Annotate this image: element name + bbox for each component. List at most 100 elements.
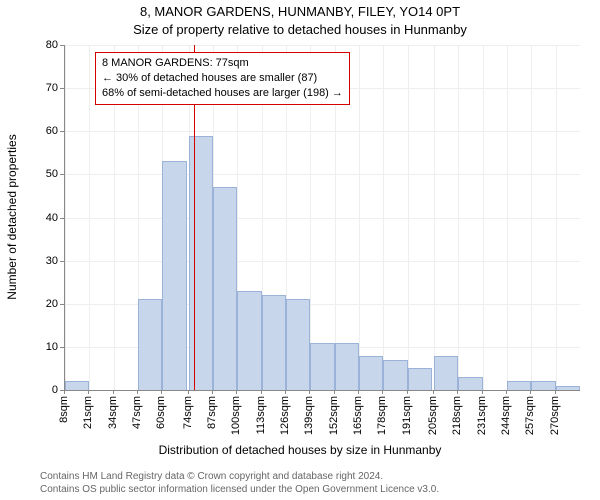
annotation-line-1: 8 MANOR GARDENS: 77sqm [102,56,343,71]
xtick-mark [407,390,408,394]
gridline-horizontal [65,261,580,262]
ytick-mark [60,261,64,262]
xtick-label: 178sqm [376,396,388,435]
gridline-horizontal [65,218,580,219]
gridline-vertical [359,45,360,390]
xtick-mark [555,390,556,394]
xtick-label: 205sqm [427,396,439,435]
xtick-mark [309,390,310,394]
xtick-mark [382,390,383,394]
gridline-vertical [483,45,484,390]
histogram-bar [237,291,261,390]
gridline-vertical [383,45,384,390]
histogram-bar [335,343,359,390]
ytick-label: 80 [18,39,58,51]
xtick-label: 8sqm [58,396,70,423]
xtick-label: 139sqm [303,396,315,435]
histogram-bar [359,356,383,391]
ytick-label: 0 [18,384,58,396]
ytick-label: 70 [18,82,58,94]
xtick-mark [88,390,89,394]
ytick-label: 10 [18,341,58,353]
xtick-label: 34sqm [107,396,119,429]
xtick-label: 21sqm [82,396,94,429]
xtick-mark [506,390,507,394]
gridline-vertical [531,45,532,390]
xtick-label: 74sqm [182,396,194,429]
xtick-mark [236,390,237,394]
ytick-label: 30 [18,255,58,267]
histogram-bar [162,161,186,390]
annotation-line-3: 68% of semi-detached houses are larger (… [102,86,343,101]
xtick-mark [433,390,434,394]
xtick-mark [113,390,114,394]
ytick-mark [60,347,64,348]
ytick-mark [60,304,64,305]
xtick-label: 60sqm [155,396,167,429]
ytick-label: 40 [18,212,58,224]
gridline-vertical [89,45,90,390]
xtick-mark [334,390,335,394]
xtick-label: 244sqm [500,396,512,435]
ytick-label: 50 [18,168,58,180]
ytick-mark [60,218,64,219]
xtick-label: 47sqm [131,396,143,429]
histogram-bar [138,299,162,390]
annotation-line-2: ← 30% of detached houses are smaller (87… [102,71,343,86]
histogram-bar [286,299,310,390]
xtick-mark [161,390,162,394]
xtick-mark [457,390,458,394]
ytick-label: 20 [18,298,58,310]
y-axis-label: Number of detached properties [5,134,19,299]
footer-attribution: Contains HM Land Registry data © Crown c… [40,471,439,496]
histogram-bar [262,295,286,390]
xtick-label: 126sqm [279,396,291,435]
footer-line-1: Contains HM Land Registry data © Crown c… [40,471,439,484]
gridline-horizontal [65,45,580,46]
histogram-bar [556,386,580,390]
gridline-vertical [556,45,557,390]
ytick-mark [60,45,64,46]
xtick-label: 231sqm [476,396,488,435]
ytick-mark [60,131,64,132]
xtick-mark [285,390,286,394]
histogram-bar [213,187,237,390]
gridline-horizontal [65,131,580,132]
xtick-label: 257sqm [524,396,536,435]
xtick-label: 191sqm [401,396,413,435]
xtick-mark [482,390,483,394]
gridline-horizontal [65,174,580,175]
xtick-mark [530,390,531,394]
xtick-label: 165sqm [352,396,364,435]
xtick-mark [137,390,138,394]
xtick-mark [212,390,213,394]
chart-title-address: 8, MANOR GARDENS, HUNMANBY, FILEY, YO14 … [0,4,600,19]
ytick-mark [60,174,64,175]
histogram-bar [507,381,531,390]
xtick-label: 152sqm [328,396,340,435]
xtick-label: 113sqm [255,396,267,434]
x-axis-label: Distribution of detached houses by size … [0,443,600,457]
xtick-label: 100sqm [230,396,242,435]
gridline-vertical [65,45,66,390]
annotation-box: 8 MANOR GARDENS: 77sqm ← 30% of detached… [95,52,350,105]
histogram-bar [189,136,213,390]
xtick-label: 87sqm [206,396,218,429]
histogram-bar [383,360,407,390]
histogram-bar [434,356,458,391]
gridline-vertical [434,45,435,390]
chart-title-subtitle: Size of property relative to detached ho… [0,22,600,37]
histogram-bar [310,343,334,390]
xtick-mark [188,390,189,394]
histogram-bar [408,368,432,390]
xtick-mark [261,390,262,394]
xtick-label: 218sqm [451,396,463,435]
footer-line-2: Contains OS public sector information li… [40,484,439,497]
xtick-label: 270sqm [549,396,561,435]
ytick-mark [60,88,64,89]
histogram-bar [458,377,482,390]
xtick-mark [64,390,65,394]
gridline-vertical [408,45,409,390]
histogram-bar [65,381,89,390]
ytick-label: 60 [18,125,58,137]
